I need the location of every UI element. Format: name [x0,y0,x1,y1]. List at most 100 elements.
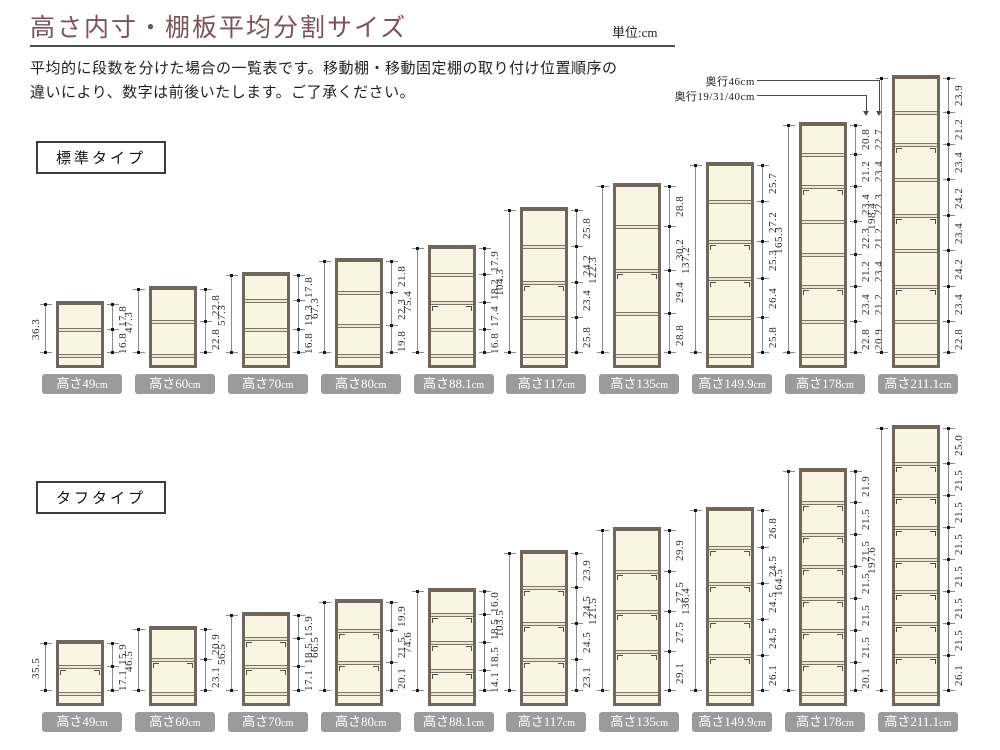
dimension-endpoint-dot [575,658,579,661]
movable-shelf-mark [803,506,809,511]
shelf-board [430,328,473,332]
movable-shelf-mark [465,646,472,651]
cabinet [334,599,383,706]
height-badge-text: 高さ178 [796,376,842,391]
shelf-unit-211.1cm: 197.6 25.0 21.5 21.5 21.5 21.5 21.5 21.5 26.1 高さ2… [866,425,965,732]
description: 平均的に段数を分けた場合の一覧表です。移動棚・移動固定棚の取り付け位置順序の 違… [30,57,618,105]
dimension-total-value: 103.5 [494,609,507,637]
compartment [337,603,380,629]
dimension-line [602,531,604,692]
dimension-total-value: 137.2 [680,246,693,274]
dimension-endpoint-dot [668,185,672,188]
dimension-endpoint-dot [787,351,790,354]
cabinet [520,207,569,368]
dimension-endpoint-dot [203,628,207,631]
cabinet [241,272,290,368]
height-badge: 高さ70cm [227,712,308,732]
movable-shelf-mark [929,290,936,295]
dimension-endpoint-dot [879,77,883,80]
height-badge-text: 高さ70 [242,376,282,391]
dimension-total-value: 56.5 [215,643,228,665]
height-badge-text: 高さ80 [335,714,375,729]
compartment [430,277,473,301]
shelf-board [894,285,937,289]
shelf-diagram: 47.3 22.8 22.8 [123,286,222,368]
shelf-diagram: 164.5 21.9 21.5 21.5 21.5 21.5 21.5 20.1 [773,468,872,706]
compartment [337,633,380,661]
dimension-endpoint-dot [854,285,857,288]
compartment [894,182,937,214]
shelf-diagram: 46.5 20.9 23.1 [123,626,222,706]
shelf-unit-211.1cm: 198.4 23.9 21.2 23.4 24.2 23.4 24.2 23.4 22.8 高さ2… [866,75,965,394]
shelf-board [616,570,659,574]
bottom-shelf-board [59,692,101,696]
dimension-endpoint-dot [389,629,393,632]
height-badge-unit: cm [753,380,766,391]
shelf-diagram: 66.5 19.9 21.5 20.1 [309,599,408,706]
shelf-board [709,654,752,658]
dimension-endpoint-dot [946,214,950,217]
shelf-diagram: 197.6 25.0 21.5 21.5 21.5 21.5 21.5 21.5 26.1 [866,425,965,706]
shelf-board [616,650,659,654]
height-badge: 高さ178cm [785,712,865,732]
dimension-endpoint-dot [203,320,207,323]
dimension-endpoint-dot [946,689,950,692]
dimension-line [230,276,232,354]
movable-shelf-mark [710,623,717,628]
compartment [430,305,473,328]
movable-shelf-mark [837,506,843,511]
movable-shelf-mark [895,467,902,472]
base-panel [430,358,473,365]
dimension-line [416,249,418,354]
compartment [151,662,194,692]
dimension-endpoint-dot [482,689,486,692]
compartment [523,590,566,622]
shelf-board [337,324,380,328]
shelf-board [709,316,752,320]
shelf-board [709,582,752,586]
dimension-endpoint-dot [761,546,765,549]
dimension-total-value: 121.5 [587,597,600,626]
dimension-endpoint-dot [946,590,950,593]
dimension-endpoint-dot [203,689,207,692]
depth-note-arrow [876,111,882,116]
shelf-board [709,240,752,244]
compartment [894,429,937,462]
movable-shelf-mark [803,602,809,607]
dimension-endpoint-dot [44,642,47,645]
dimension-endpoint-dot [415,590,419,593]
dimension-endpoint-dot [694,351,698,354]
bottom-shelf-board [151,354,194,358]
cabinet [427,245,476,368]
dimension-endpoint-dot [482,590,486,593]
cabinet [613,183,662,368]
dimension-total-value: 67.3 [308,297,321,319]
compartment [523,320,566,354]
movable-shelf-mark [803,666,809,671]
dimension-endpoint-dot [575,552,579,555]
height-badge-unit: cm [841,380,854,391]
shelf-board [709,546,752,550]
compartment [894,115,937,143]
height-badge-text: 高さ49 [56,376,96,391]
height-badge: 高さ49cm [42,374,122,394]
dimension-endpoint-dot [854,124,857,127]
dimension-endpoint-dot [946,143,950,146]
dimension-endpoint-dot [111,689,114,692]
height-badge-unit: cm [562,718,575,729]
dimension-total-value: 46.5 [122,650,135,672]
depth-note-connector [757,80,880,113]
compartment [430,673,473,692]
bottom-shelf-board [802,692,844,696]
movable-shelf-mark [895,219,902,224]
depth-note-46cm: 奥行46cm [705,76,755,88]
dimension-endpoint-dot [668,570,672,573]
dimension-endpoint-dot [389,351,393,354]
shelf-board [802,320,844,324]
compartment [337,665,380,692]
height-badge-unit: cm [753,718,766,729]
movable-shelf-mark [929,595,936,600]
movable-shelf-mark [524,663,531,668]
shelf-board [709,277,752,281]
